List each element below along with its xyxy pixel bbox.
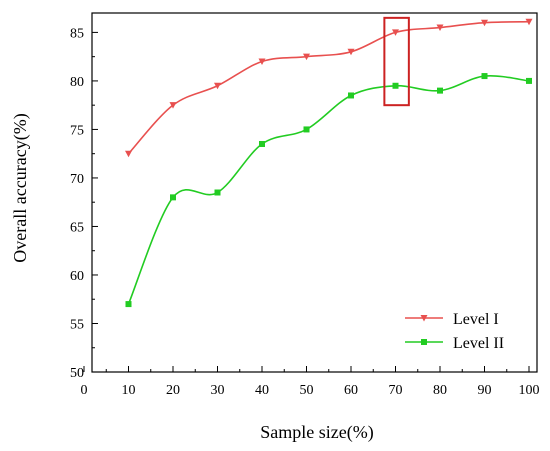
y-axis-label: Overall accuracy(%) xyxy=(10,113,31,262)
data-point xyxy=(303,53,310,61)
x-tick-label: 80 xyxy=(433,383,447,398)
data-point xyxy=(392,29,399,36)
legend-marker xyxy=(421,339,427,345)
data-point xyxy=(481,19,488,27)
data-point xyxy=(169,102,177,109)
x-tick-label: 70 xyxy=(389,383,403,398)
series-line xyxy=(127,74,530,305)
annotation-layer xyxy=(383,16,410,107)
plot-frame xyxy=(91,12,538,373)
series-2 xyxy=(125,73,532,308)
y-tick-label: 75 xyxy=(70,123,84,138)
data-point xyxy=(258,58,266,66)
legend: Level I Level II xyxy=(405,311,504,352)
x-tick-label: 50 xyxy=(300,383,314,398)
data-point xyxy=(526,77,532,84)
data-point xyxy=(303,126,310,133)
y-tick-label: 55 xyxy=(70,317,84,332)
x-tick-label: 100 xyxy=(519,383,540,398)
y-axis-ticks: 50 55 60 65 70 75 80 85 xyxy=(70,26,98,381)
x-tick-label: 30 xyxy=(211,383,225,398)
y-tick-label: 50 xyxy=(70,366,84,381)
legend-label: Level II xyxy=(453,335,504,352)
data-point xyxy=(436,24,444,32)
data-point xyxy=(392,82,399,89)
data-point xyxy=(259,140,265,147)
data-point xyxy=(125,150,132,158)
x-axis-label: Sample size(%) xyxy=(260,422,373,443)
x-tick-label: 10 xyxy=(122,383,136,398)
y-tick-label: 65 xyxy=(70,220,84,235)
x-tick-label: 90 xyxy=(478,383,492,398)
highlight-box xyxy=(383,16,410,107)
data-point xyxy=(347,48,355,56)
series-layer xyxy=(125,18,533,308)
data-point xyxy=(170,194,176,201)
y-tick-label: 70 xyxy=(70,172,84,187)
data-point xyxy=(214,82,221,90)
x-tick-label: 60 xyxy=(344,383,358,398)
x-axis-ticks: 0 10 20 30 40 50 60 70 80 90 100 xyxy=(81,366,540,398)
data-point xyxy=(481,73,488,80)
data-point xyxy=(348,92,354,99)
y-tick-label: 85 xyxy=(70,26,84,41)
series-line xyxy=(127,20,530,155)
y-tick-label: 80 xyxy=(70,75,84,90)
x-tick-label: 0 xyxy=(81,383,88,398)
y-tick-label: 60 xyxy=(70,269,84,284)
legend-marker xyxy=(420,315,428,322)
x-tick-label: 20 xyxy=(166,383,180,398)
legend-label: Level I xyxy=(453,311,499,328)
series-1 xyxy=(125,18,533,158)
x-tick-label: 40 xyxy=(255,383,269,398)
data-point xyxy=(125,301,132,308)
axes-frame xyxy=(91,12,538,373)
data-point xyxy=(214,189,221,196)
data-point xyxy=(437,87,443,94)
data-point xyxy=(525,18,533,26)
